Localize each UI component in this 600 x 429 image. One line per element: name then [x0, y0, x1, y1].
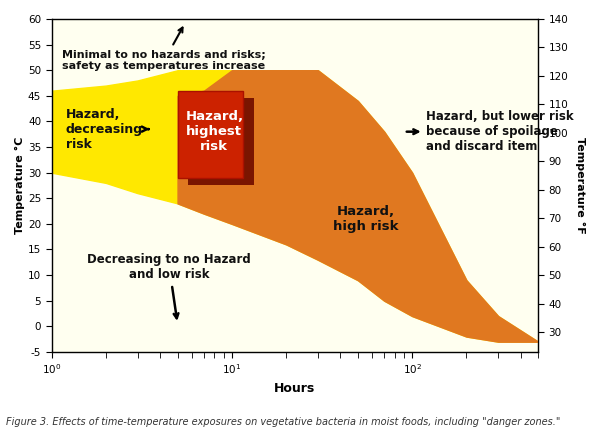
Polygon shape	[178, 91, 243, 178]
Text: Figure 3. Effects of time-temperature exposures on vegetative bacteria in moist : Figure 3. Effects of time-temperature ex…	[6, 417, 560, 427]
Polygon shape	[188, 98, 254, 185]
Y-axis label: Temperature °F: Temperature °F	[575, 137, 585, 234]
Text: Decreasing to no Hazard
and low risk: Decreasing to no Hazard and low risk	[88, 254, 251, 318]
Text: Hazard,
highest
risk: Hazard, highest risk	[185, 110, 244, 153]
Text: Minimal to no hazards and risks;
safety as temperatures increase: Minimal to no hazards and risks; safety …	[62, 27, 266, 71]
Text: Hazard, but lower risk
because of spoilage
and discard item: Hazard, but lower risk because of spoila…	[407, 110, 574, 153]
Y-axis label: Temperature °C: Temperature °C	[15, 137, 25, 234]
Text: Hazard,
decreasing
risk: Hazard, decreasing risk	[66, 108, 149, 151]
Text: Hazard,
high risk: Hazard, high risk	[332, 205, 398, 233]
X-axis label: Hours: Hours	[274, 382, 316, 395]
